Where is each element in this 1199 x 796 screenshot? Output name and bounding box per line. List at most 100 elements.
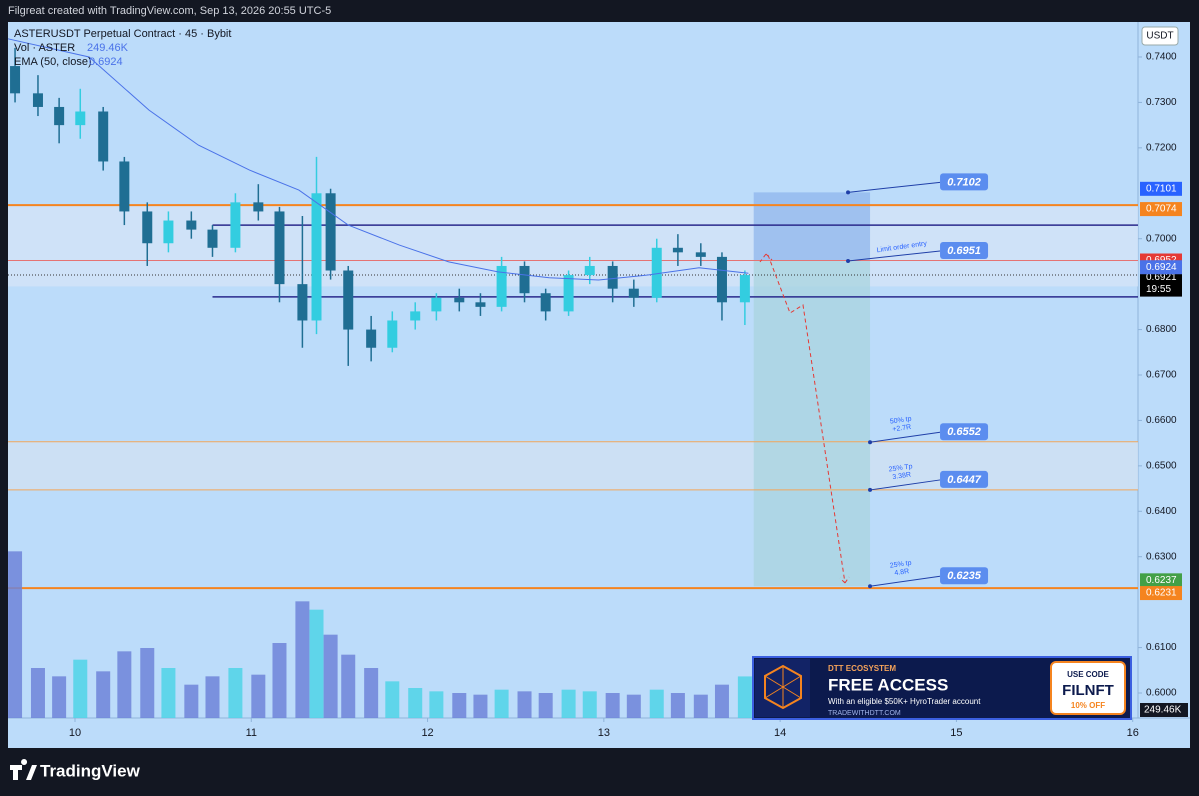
- volume-bar: [538, 693, 553, 718]
- volume-bar: [184, 684, 199, 718]
- candle-body: [253, 202, 264, 212]
- candle-body: [311, 193, 322, 321]
- volume-bar: [272, 643, 287, 718]
- legend-ema-value: 0.6924: [89, 56, 123, 68]
- ad-code-title: USE CODE: [1067, 670, 1109, 679]
- candle-body: [387, 320, 398, 348]
- currency: USDT: [1146, 31, 1173, 42]
- volume-bar: [649, 689, 664, 718]
- volume-bar: [309, 609, 324, 718]
- ad-body: With an eligible $50K+ HyroTrader accoun…: [828, 697, 981, 706]
- ad-code-box: [1050, 661, 1126, 715]
- price-tag-label: 0.6447: [947, 474, 982, 486]
- tag-leader: [869, 479, 941, 491]
- candle-body: [274, 211, 285, 285]
- tag-note: 3.38R: [892, 472, 911, 482]
- volume-bar: [140, 648, 155, 718]
- price-tag-label: 0.6235: [947, 570, 982, 582]
- y-tick-label: 0.6600: [1146, 415, 1177, 426]
- tag-note: 25% tp: [889, 560, 912, 570]
- candle-body: [695, 252, 706, 257]
- volume-bar: [517, 691, 532, 718]
- volume-bar: [96, 671, 111, 718]
- volume-bar: [693, 694, 708, 718]
- price-tag-label: 0.6951: [947, 245, 981, 257]
- axis-price-label: [1140, 270, 1182, 297]
- countdown: 19:55: [1146, 284, 1171, 295]
- volume-bar: [670, 693, 685, 718]
- price-tag-label: 0.7102: [947, 176, 981, 188]
- ad-icon-lines: [764, 666, 802, 708]
- candle-body: [584, 265, 595, 276]
- candle-body: [475, 302, 486, 307]
- axis-price-text: 0.6921: [1146, 272, 1177, 283]
- tag-leader: [847, 250, 941, 262]
- volume-bar: [364, 668, 379, 718]
- volume-bar: [161, 668, 176, 718]
- axis-price-text: 0.7074: [1146, 204, 1177, 215]
- price-tag: [940, 470, 989, 488]
- candle-body: [230, 202, 241, 248]
- candle-body: [651, 247, 662, 298]
- y-tick-label: 0.7300: [1146, 97, 1177, 108]
- candle-body: [410, 311, 421, 321]
- price-tag-label: 0.6552: [947, 426, 981, 438]
- ad-headline: FREE ACCESS: [828, 675, 948, 694]
- candle-body: [119, 161, 130, 212]
- y-tick-label: 0.6100: [1146, 642, 1177, 653]
- legend-title: ASTERUSDT Perpetual Contract · 45 · Bybi…: [14, 28, 231, 40]
- volume-bar: [605, 693, 620, 718]
- price-tag: [940, 173, 989, 191]
- volume-bar: [582, 691, 597, 718]
- y-tick-label: 0.6700: [1146, 370, 1177, 381]
- tag-note: +2.7R: [892, 424, 912, 434]
- ad-site: TRADEWITHDTT.COM: [828, 710, 901, 717]
- y-tick-label: 0.6300: [1146, 551, 1177, 562]
- x-tick-label: 13: [598, 727, 610, 739]
- price-tag: [940, 241, 989, 259]
- brand-logo: TradingView: [10, 759, 141, 780]
- y-tick-label: 0.7200: [1146, 142, 1177, 153]
- y-tick-label: 0.6500: [1146, 460, 1177, 471]
- volume-bar: [714, 684, 729, 718]
- volume-bar: [30, 668, 45, 718]
- x-tick-label: 14: [774, 727, 786, 739]
- chart-pane: [8, 22, 1190, 748]
- volume-bar: [8, 551, 23, 718]
- tag-note: 50% tp: [889, 416, 912, 426]
- candle-body: [739, 275, 750, 303]
- tag-leader: [869, 575, 941, 587]
- candle-body: [75, 111, 86, 126]
- candle-body: [454, 297, 465, 303]
- axis-price-text: 0.6231: [1146, 588, 1177, 599]
- axis-volume-text: 249.46K: [1144, 705, 1182, 716]
- volume-bar: [117, 651, 132, 718]
- candle-body: [563, 275, 574, 312]
- axis-volume-label: [1140, 703, 1188, 717]
- y-tick-label: 0.6400: [1146, 506, 1177, 517]
- ad-discount: 10% OFF: [1071, 701, 1105, 710]
- candle-body: [607, 265, 618, 289]
- x-tick-label: 15: [950, 727, 962, 739]
- y-tick-label: 0.7000: [1146, 233, 1177, 244]
- brand-mark: [10, 759, 37, 780]
- caption: Filgreat created with TradingView.com, S…: [8, 5, 331, 17]
- volume-bar: [251, 674, 266, 718]
- volume-bar: [323, 634, 338, 718]
- candle-body: [325, 193, 336, 271]
- candle-body: [628, 288, 639, 298]
- volume-bar: [561, 689, 576, 718]
- volume-bar: [385, 681, 400, 718]
- candle-body: [716, 256, 727, 303]
- candle-body: [343, 270, 354, 330]
- x-tick-label: 11: [246, 727, 257, 739]
- candle-body: [496, 265, 507, 307]
- axis-price-text: 0.7101: [1146, 183, 1177, 194]
- candle-body: [163, 220, 174, 244]
- x-tick-label: 10: [69, 727, 81, 739]
- volume-bar: [73, 659, 88, 718]
- price-tag: [940, 567, 989, 585]
- tag-leader: [869, 431, 941, 443]
